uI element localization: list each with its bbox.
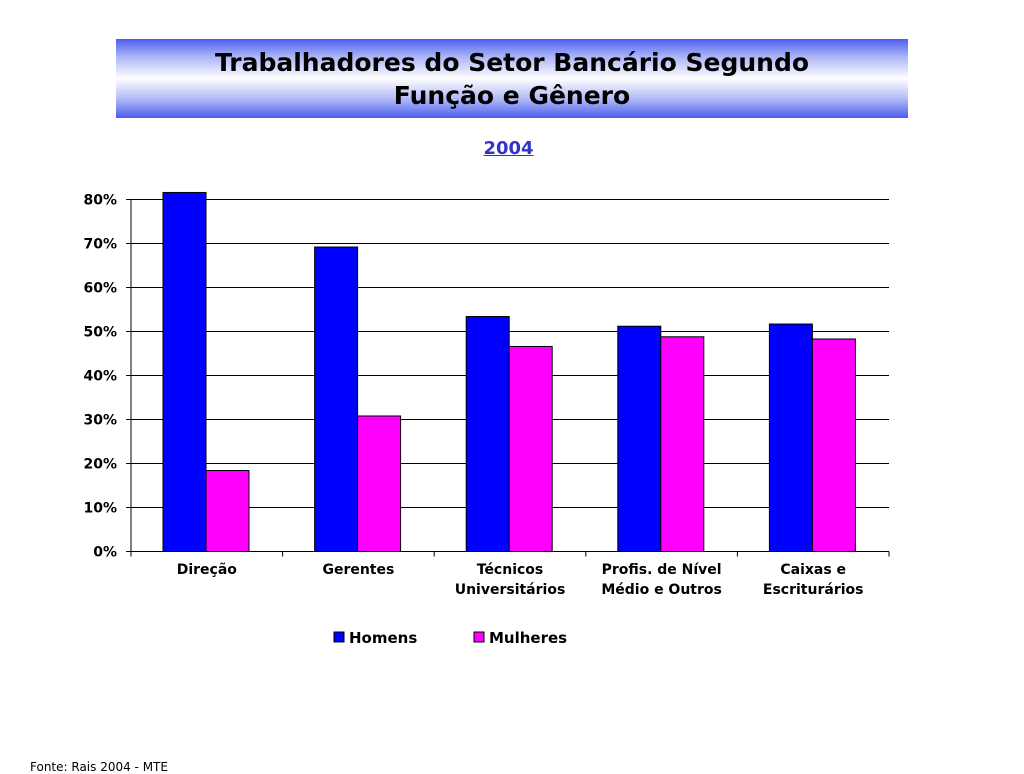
y-tick-label: 30%	[83, 413, 117, 429]
bar-homens-0	[162, 191, 207, 553]
y-tick-label: 40%	[83, 369, 117, 385]
bar-mulheres-1	[357, 415, 402, 553]
category-label: Gerentes	[322, 562, 394, 578]
legend-swatch-mulheres	[473, 631, 485, 643]
bar-homens-1	[314, 246, 359, 553]
slide-title-line-1: Trabalhadores do Setor Bancário Segundo	[214, 47, 810, 77]
y-tick-label: 10%	[83, 501, 117, 517]
y-tick-label: 20%	[83, 457, 117, 473]
category-label: Universitários	[455, 582, 566, 598]
bar-mulheres-4	[811, 338, 856, 553]
y-tick-label: 0%	[93, 545, 117, 561]
bar-homens-4	[768, 323, 813, 552]
category-label: Médio e Outros	[601, 582, 722, 598]
category-label: Direção	[177, 562, 238, 578]
bar-mulheres-0	[205, 470, 250, 553]
category-label: Profis. de Nível	[602, 562, 722, 578]
legend-swatch-homens	[333, 631, 345, 643]
category-label: Caixas e	[780, 562, 846, 578]
y-tick-label: 80%	[83, 193, 117, 209]
bar-mulheres-2	[508, 345, 553, 552]
y-tick-label: 70%	[83, 237, 117, 253]
slide-title-line-2: Função e Gênero	[393, 80, 631, 110]
bar-homens-2	[465, 316, 510, 553]
legend-label-mulheres: Mulheres	[489, 629, 567, 647]
slide-subtitle-year: 2004	[483, 138, 534, 159]
y-tick-label: 50%	[83, 325, 117, 341]
title-banner: Trabalhadores do Setor Bancário Segundo …	[116, 39, 908, 118]
legend-label-homens: Homens	[349, 629, 417, 647]
source-footer: Fonte: Rais 2004 - MTE	[30, 760, 168, 774]
category-label: Técnicos	[477, 562, 544, 578]
bar-mulheres-3	[660, 336, 705, 552]
y-tick-label: 60%	[83, 281, 117, 297]
category-label: Escriturários	[763, 582, 864, 598]
bar-homens-3	[617, 325, 662, 552]
